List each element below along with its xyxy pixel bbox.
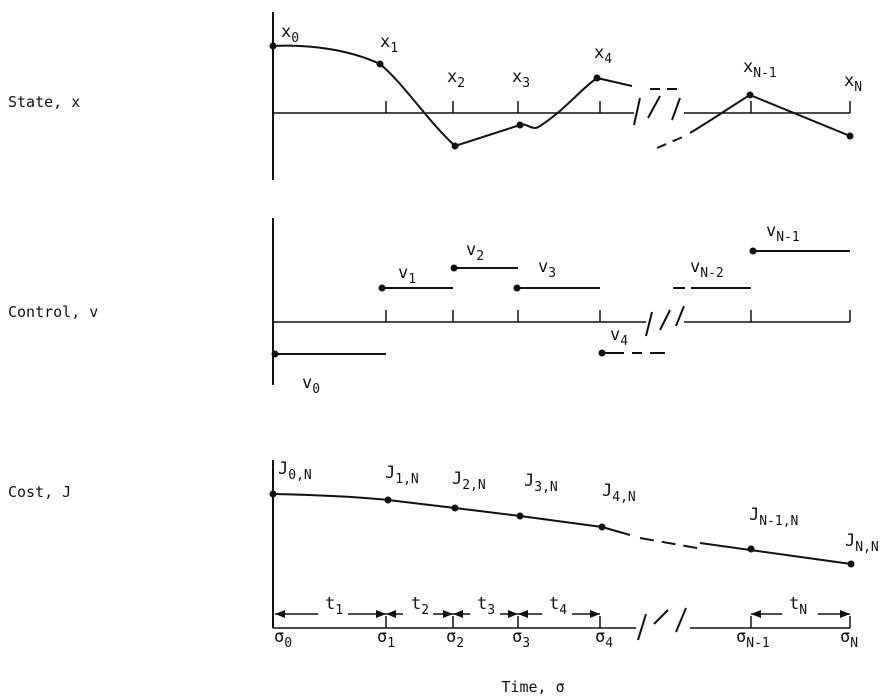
state-trajectory-dashed-return bbox=[656, 135, 686, 149]
cost-point-J3N bbox=[516, 512, 524, 520]
control-label-vN-2: vN-2 bbox=[690, 257, 724, 281]
cost-point-JN-1N bbox=[747, 545, 755, 553]
control-points bbox=[271, 247, 757, 358]
control-segments bbox=[273, 250, 850, 355]
cost-point-J4N bbox=[598, 523, 606, 531]
state-row-label: State, x bbox=[8, 93, 80, 111]
state-label-x2: x2 bbox=[447, 67, 465, 91]
tick-label-sigmaN: σN bbox=[840, 627, 858, 651]
tick-label-sigma4: σ4 bbox=[595, 627, 613, 651]
control-panel: v0 v1 v2 v3 v4 vN-2 vN-1 bbox=[271, 218, 851, 397]
cost-axis-ticks bbox=[385, 616, 851, 628]
cost-panel: J0,N J1,N J2,N J3,N J4,N JN-1,N JN,N t1 … bbox=[269, 459, 879, 651]
state-axis-break bbox=[633, 95, 681, 126]
interval-label-t4: t4 bbox=[549, 594, 567, 618]
control-label-v4: v4 bbox=[610, 325, 628, 349]
control-point-v4 bbox=[598, 349, 606, 357]
cost-point-J2N bbox=[451, 504, 459, 512]
state-label-x1: x1 bbox=[380, 32, 398, 56]
control-label-v2: v2 bbox=[466, 240, 484, 264]
cost-curve-end bbox=[699, 542, 852, 565]
state-trajectory-end bbox=[689, 93, 851, 137]
control-label-v0: v0 bbox=[302, 373, 320, 397]
state-points bbox=[269, 42, 854, 150]
state-point-x0 bbox=[269, 42, 277, 50]
interval-label-t1: t1 bbox=[325, 594, 343, 618]
tick-label-sigma0: σ0 bbox=[274, 627, 292, 651]
state-point-x4 bbox=[593, 74, 601, 82]
tick-label-sigma2: σ2 bbox=[446, 627, 464, 651]
cost-axis-break bbox=[637, 607, 687, 641]
state-point-xN-1 bbox=[746, 91, 754, 99]
state-point-x1 bbox=[376, 60, 384, 68]
control-point-v1 bbox=[378, 284, 386, 292]
tick-label-sigmaN-1: σN-1 bbox=[736, 627, 770, 651]
time-tick-labels: σ0 σ1 σ2 σ3 σ4 σN-1 σN bbox=[274, 627, 858, 651]
control-axis-break bbox=[645, 305, 685, 337]
state-label-x0: x0 bbox=[281, 22, 299, 46]
cost-point-J1N bbox=[384, 496, 392, 504]
control-point-vN-1 bbox=[749, 247, 757, 255]
state-point-x2 bbox=[451, 142, 459, 150]
control-row-label: Control, v bbox=[8, 303, 98, 321]
cost-label-J1N: J1,N bbox=[385, 463, 419, 487]
cost-point-J0N bbox=[269, 490, 277, 498]
cost-interval-markers bbox=[275, 604, 850, 620]
cost-point-labels: J0,N J1,N J2,N J3,N J4,N JN-1,N JN,N bbox=[278, 459, 879, 555]
state-label-x4: x4 bbox=[594, 43, 612, 67]
state-point-labels: x0 x1 x2 x3 x4 xN-1 xN bbox=[281, 22, 862, 95]
cost-label-JN-1N: JN-1,N bbox=[749, 505, 798, 529]
cost-row-label: Cost, J bbox=[8, 483, 71, 501]
cost-curve-dashed bbox=[639, 537, 700, 550]
time-axis-title: Time, σ bbox=[501, 678, 564, 696]
state-axis-ticks bbox=[385, 101, 851, 113]
cost-point-JNN bbox=[847, 560, 855, 568]
cost-label-J0N: J0,N bbox=[278, 459, 312, 483]
control-axis-ticks bbox=[385, 310, 851, 322]
state-label-x3: x3 bbox=[512, 67, 530, 91]
cost-interval-labels: t1 t2 t3 t4 tN bbox=[325, 594, 807, 618]
cost-label-J4N: J4,N bbox=[602, 481, 636, 505]
cost-curve bbox=[272, 493, 631, 536]
state-point-xN bbox=[846, 132, 854, 140]
state-label-xN: xN bbox=[844, 71, 862, 95]
cost-points bbox=[269, 490, 855, 568]
state-trajectory bbox=[272, 44, 633, 148]
control-label-vN-1: vN-1 bbox=[766, 221, 800, 245]
control-segment-labels: v0 v1 v2 v3 v4 vN-2 vN-1 bbox=[302, 221, 800, 397]
control-point-v3 bbox=[513, 284, 521, 292]
cost-label-JNN: JN,N bbox=[845, 531, 879, 555]
interval-label-t2: t2 bbox=[411, 594, 429, 618]
control-label-v1: v1 bbox=[398, 263, 416, 287]
state-panel: x0 x1 x2 x3 x4 xN-1 xN bbox=[269, 12, 862, 180]
control-point-v2 bbox=[450, 264, 458, 272]
interval-label-t3: t3 bbox=[477, 594, 495, 618]
cost-label-J2N: J2,N bbox=[452, 469, 486, 493]
state-point-x3 bbox=[516, 121, 524, 129]
tick-label-sigma1: σ1 bbox=[377, 627, 395, 651]
control-label-v3: v3 bbox=[538, 257, 556, 281]
cost-label-J3N: J3,N bbox=[524, 471, 558, 495]
state-label-xN-1: xN-1 bbox=[743, 57, 777, 81]
tick-label-sigma3: σ3 bbox=[512, 627, 530, 651]
interval-label-tN: tN bbox=[789, 594, 807, 618]
control-point-v0 bbox=[271, 350, 279, 358]
